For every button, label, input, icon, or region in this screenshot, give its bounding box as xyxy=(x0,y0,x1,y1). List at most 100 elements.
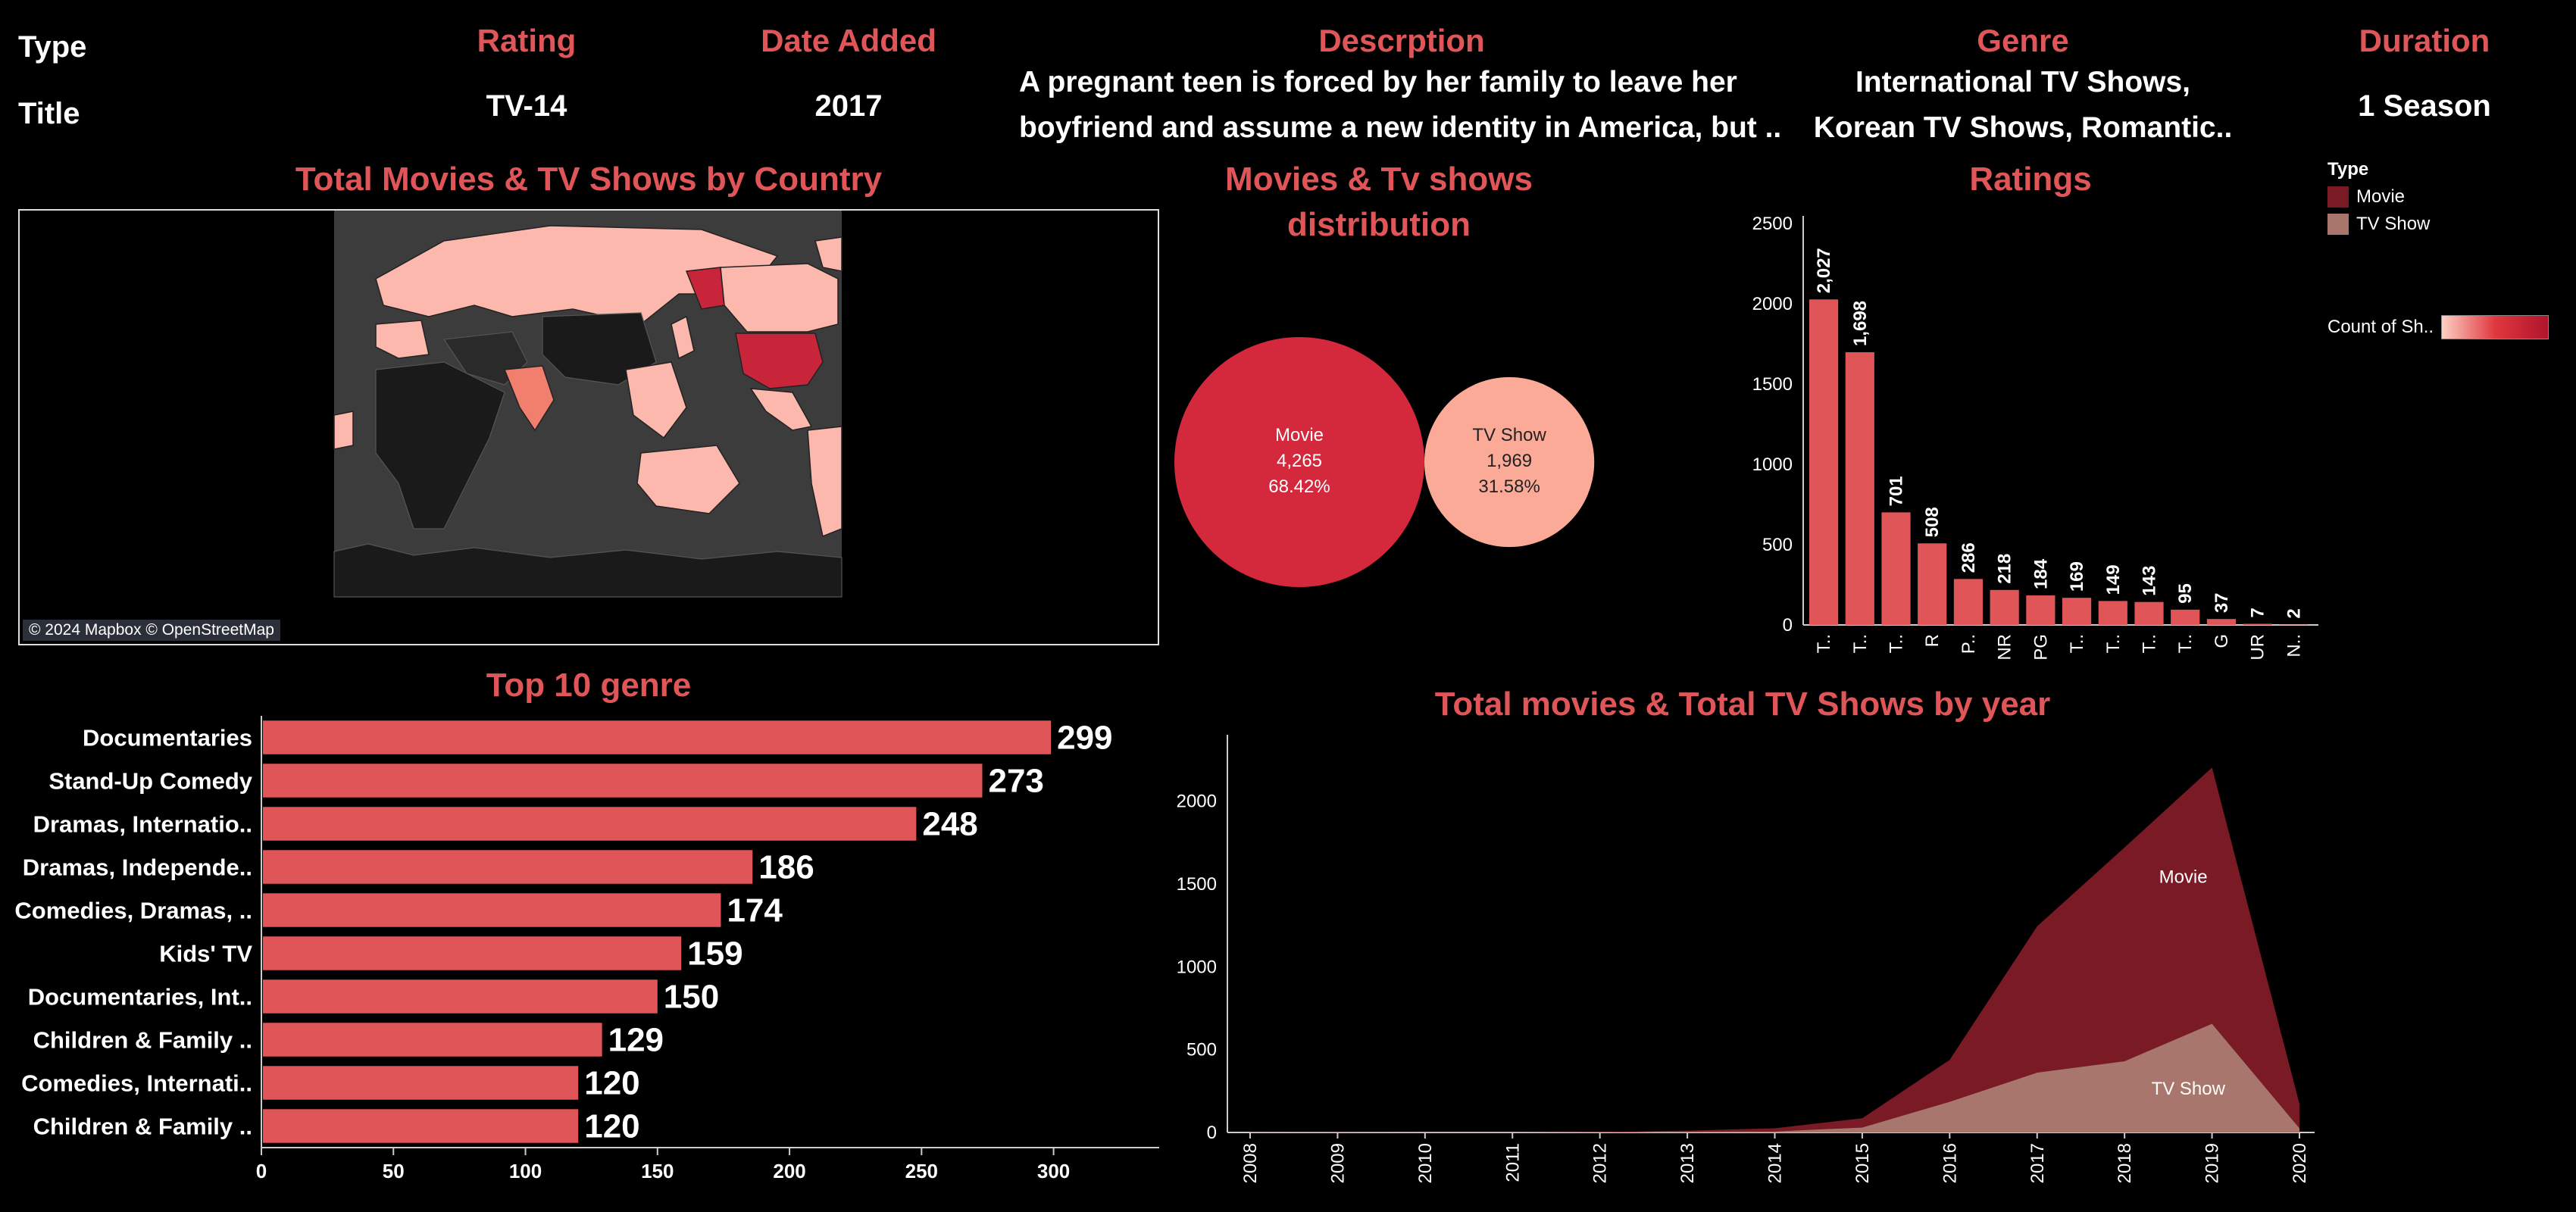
ratings-x-tick: T.. xyxy=(2103,634,2124,653)
map-region-usa[interactable] xyxy=(735,333,824,389)
count-legend-label: Count of Sh.. xyxy=(2327,317,2434,337)
year-area-chart: 0 500 1000 1500 2000 Movie TV Show 2008 2009 2010… xyxy=(1177,735,2315,1183)
year-y-tick: 500 xyxy=(1186,1040,1217,1060)
ratings-data-label: 95 xyxy=(2175,583,2196,604)
ratings-data-label: 149 xyxy=(2103,564,2124,595)
ratings-data-label: 701 xyxy=(1887,476,1907,506)
map-region-japan[interactable] xyxy=(671,315,695,360)
map-region-china[interactable] xyxy=(542,312,657,386)
map-region-south-america[interactable] xyxy=(807,426,843,538)
count-gradient-ramp xyxy=(2441,315,2549,339)
ratings-data-label: 184 xyxy=(2030,558,2051,589)
ratings-data-label: 286 xyxy=(1959,542,1979,573)
ratings-bar xyxy=(2098,601,2127,625)
map-region-australia[interactable] xyxy=(636,445,740,514)
genre-header: Genre xyxy=(1977,23,2069,58)
legend-label-movie: Movie xyxy=(2356,186,2406,207)
ratings-y-tick: 500 xyxy=(1762,535,1793,555)
genre-data-label: 299 xyxy=(1057,720,1112,757)
ratings-x-tick: R xyxy=(1922,634,1943,647)
year-x-tick: 2016 xyxy=(1940,1143,1960,1183)
year-y-tick: 2000 xyxy=(1177,792,1217,812)
bubble-value-movie: 4,265 xyxy=(1277,451,1322,471)
area-label-movie: Movie xyxy=(2159,867,2208,887)
map-region-mexico[interactable] xyxy=(749,388,813,431)
country-map[interactable]: © 2024 Mapbox © OpenStreetMap xyxy=(18,209,1159,645)
genre-category-label: Dramas, Internatio.. xyxy=(33,811,252,838)
ratings-data-label: 218 xyxy=(1995,554,2015,584)
ratings-x-tick: T.. xyxy=(1850,634,1871,653)
genre-x-tick: 300 xyxy=(1037,1160,1070,1182)
ratings-bar xyxy=(2134,601,2164,625)
genre-x-tick: 100 xyxy=(509,1160,542,1182)
genre-bar xyxy=(263,1066,579,1100)
legend-title: Type xyxy=(2327,159,2369,180)
ratings-data-label: 169 xyxy=(2067,561,2087,592)
legend-item-movie[interactable]: Movie xyxy=(2327,186,2430,208)
type-legend: Type Movie TV Show xyxy=(2327,159,2430,235)
bubble-label-movie: Movie xyxy=(1275,425,1324,445)
bubble-percent-tv-show: 31.58% xyxy=(1478,476,1540,497)
ratings-x-tick: T.. xyxy=(2067,634,2087,653)
genre-x-tick: 0 xyxy=(256,1160,267,1182)
ratings-bar xyxy=(2026,595,2055,625)
ratings-title: Ratings xyxy=(1969,161,2092,198)
bubble-tv-show xyxy=(1424,376,1595,548)
genre-category-label: Documentaries xyxy=(83,725,252,751)
ratings-bar xyxy=(1918,543,1947,625)
map-region-africa[interactable] xyxy=(375,361,505,529)
map-region-india[interactable] xyxy=(503,365,555,432)
map-region-europe[interactable] xyxy=(375,320,430,359)
year-y-tick: 0 xyxy=(1207,1123,1217,1143)
genre-category-label: Dramas, Independe.. xyxy=(23,854,252,881)
ratings-data-label: 508 xyxy=(1922,507,1943,537)
genre-category-label: Documentaries, Int.. xyxy=(28,984,252,1011)
distribution-title-line-2: distribution xyxy=(1287,206,1471,243)
genre-bar xyxy=(263,936,682,970)
count-color-legend: Count of Sh.. xyxy=(2327,315,2549,339)
ratings-data-label: 2 xyxy=(2284,608,2304,618)
map-region-eurasia[interactable] xyxy=(375,225,779,325)
date-added-header: Date Added xyxy=(761,23,936,58)
description-line-2: boyfriend and assume a new identity in A… xyxy=(1019,111,1782,144)
ratings-y-tick: 0 xyxy=(1783,615,1793,636)
description-header: Descrption xyxy=(1318,23,1485,58)
rating-value: TV-14 xyxy=(486,89,567,123)
ratings-y-tick: 2500 xyxy=(1752,214,1793,234)
genre-x-tick: 150 xyxy=(641,1160,674,1182)
genre-data-label: 120 xyxy=(584,1065,639,1102)
bubble-value-tv-show: 1,969 xyxy=(1487,451,1532,471)
ratings-y-tick: 2000 xyxy=(1752,294,1793,314)
map-region-greenland[interactable] xyxy=(814,236,843,272)
year-x-tick: 2010 xyxy=(1415,1143,1436,1183)
ratings-y-tick: 1500 xyxy=(1752,374,1793,395)
year-x-tick: 2009 xyxy=(1327,1143,1348,1183)
year-x-tick: 2017 xyxy=(2027,1143,2048,1183)
ratings-x-tick: UR xyxy=(2248,634,2268,661)
area-label-tv-show: TV Show xyxy=(2152,1079,2226,1099)
ratings-x-tick: N.. xyxy=(2284,634,2304,658)
legend-item-tv-show[interactable]: TV Show xyxy=(2327,214,2430,235)
ratings-x-tick: T.. xyxy=(2175,634,2196,653)
ratings-x-tick: NR xyxy=(1995,634,2015,661)
year-x-tick: 2018 xyxy=(2115,1143,2135,1183)
year-x-tick: 2015 xyxy=(1852,1143,1873,1183)
genre-category-label: Stand-Up Comedy xyxy=(48,768,252,795)
title-label: Title xyxy=(18,97,80,130)
map-region-west-edge[interactable] xyxy=(333,411,354,450)
year-x-tick: 2011 xyxy=(1502,1143,1523,1182)
ratings-bar xyxy=(2243,623,2272,625)
year-x-tick: 2012 xyxy=(1590,1143,1611,1183)
map-svg xyxy=(333,211,843,598)
area-series-movie xyxy=(1250,767,2299,1132)
ratings-x-tick: P.. xyxy=(1959,634,1979,654)
bubble-movie xyxy=(1174,337,1424,587)
map-region-southeast-asia[interactable] xyxy=(625,361,687,439)
map-region-antarctica[interactable] xyxy=(333,543,843,598)
ratings-bar xyxy=(2062,598,2092,625)
genre-bar xyxy=(263,850,753,884)
distribution-bubble-chart: Movie 4,265 68.42% TV Show 1,969 31.58% xyxy=(1174,337,1595,587)
genre-category-label: Children & Family .. xyxy=(33,1114,252,1140)
map-region-canada[interactable] xyxy=(720,263,839,333)
ratings-y-tick: 1000 xyxy=(1752,454,1793,475)
